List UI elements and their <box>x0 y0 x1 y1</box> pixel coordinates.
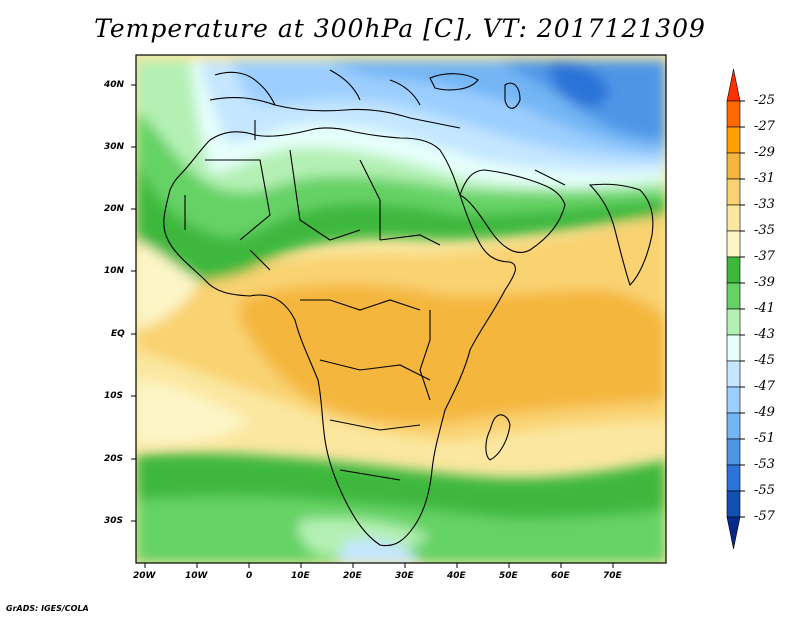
colorbar-label: -49 <box>754 405 775 420</box>
colorbar-label: -43 <box>754 327 775 342</box>
y-tick-label: 30S <box>104 516 124 526</box>
x-tick-label: 0 <box>246 571 253 581</box>
colorbar-label: -29 <box>754 145 775 160</box>
colorbar-label: -41 <box>754 301 775 316</box>
colorbar-swatch <box>726 516 741 550</box>
y-tick-label: EQ <box>111 329 125 339</box>
colorbar-swatch <box>726 256 741 284</box>
y-tick-label: 40N <box>104 80 125 90</box>
x-tick-label: 40E <box>447 571 466 581</box>
y-tick-label: 10S <box>104 391 124 401</box>
colorbar-label: -55 <box>754 483 775 498</box>
colorbar-label: -25 <box>754 93 775 108</box>
colorbar-swatch <box>726 178 741 206</box>
y-tick-label: 10N <box>104 266 125 276</box>
colorbar-label: -45 <box>754 353 775 368</box>
colorbar-label: -33 <box>754 197 775 212</box>
colorbar-swatch <box>726 412 741 440</box>
colorbar-swatch <box>726 490 741 518</box>
colorbar-label: -27 <box>754 119 775 134</box>
colorbar-swatch <box>726 334 741 362</box>
y-tick-label: 20N <box>104 204 125 214</box>
colorbar-label: -51 <box>754 431 775 446</box>
x-tick-label: 60E <box>551 571 570 581</box>
y-tick-label: 20S <box>104 454 124 464</box>
colorbar-label: -31 <box>754 171 775 186</box>
colorbar-swatch <box>726 308 741 336</box>
colorbar-swatch <box>726 126 741 154</box>
colorbar-swatch <box>726 152 741 180</box>
colorbar-label: -47 <box>754 379 775 394</box>
x-tick-label: 30E <box>395 571 414 581</box>
colorbar-label: -35 <box>754 223 775 238</box>
x-tick-label: 70E <box>603 571 622 581</box>
coastline <box>163 69 654 547</box>
x-tick-label: 10W <box>185 571 208 581</box>
y-tick-label: 30N <box>104 142 125 152</box>
x-tick-label: 50E <box>499 571 518 581</box>
x-tick-label: 20E <box>343 571 362 581</box>
colorbar-swatch <box>726 68 741 102</box>
colorbar-swatch <box>726 386 741 414</box>
colorbar-swatch <box>726 282 741 310</box>
colorbar-swatch <box>726 230 741 258</box>
map-title: Temperature at 300hPa [C], VT: 201712130… <box>94 14 706 43</box>
x-tick-label: 20W <box>133 571 156 581</box>
colorbar-label: -53 <box>754 457 775 472</box>
colorbar-swatch <box>726 360 741 388</box>
colorbar-swatch <box>726 438 741 466</box>
colorbar-swatch <box>726 204 741 232</box>
colorbar-swatch <box>726 464 741 492</box>
colorbar-swatch <box>726 100 741 128</box>
credit-footer: GrADS: IGES/COLA <box>6 604 89 613</box>
colorbar-label: -57 <box>754 509 775 524</box>
colorbar-label: -39 <box>754 275 775 290</box>
temperature-field <box>136 55 666 563</box>
x-tick-label: 10E <box>291 571 310 581</box>
colorbar-label: -37 <box>754 249 775 264</box>
colorbar <box>726 68 745 550</box>
